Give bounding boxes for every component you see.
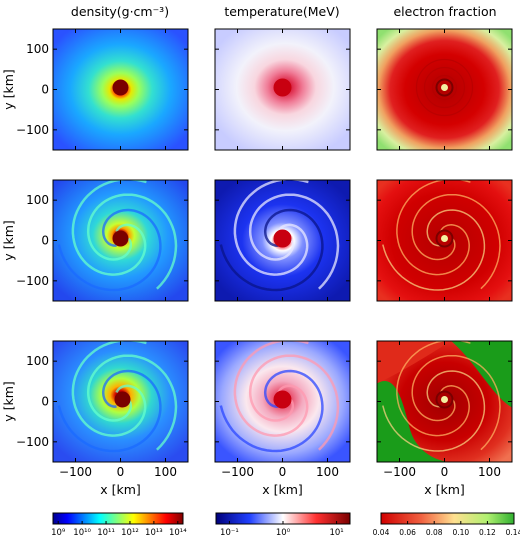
core (112, 79, 129, 96)
x-tick-label: 0 (279, 465, 287, 479)
colorbar-tick-label: 10¹⁰ (73, 528, 91, 538)
spiral-arm (71, 341, 147, 437)
colorbar-tick-label: 0.08 (426, 528, 443, 537)
panel-grid: −100 0 100 −100 0 100 −100 0 100 −100 0 100 −100 0 100… (16, 28, 513, 479)
core (441, 84, 448, 91)
ring (423, 66, 466, 109)
core (441, 396, 448, 403)
y-axis-label: y [km] (1, 381, 16, 422)
colorbar-tick-label: 0.14 (506, 528, 520, 537)
panel-electron-fraction-row-1 (376, 28, 513, 151)
colorbars: 10⁹ 10¹⁰ 10¹¹ 10¹² 10¹³ 10¹⁴ 10⁻¹ 10⁰ 10¹ 0.04 0.0… (51, 512, 520, 538)
spiral-arm (71, 180, 147, 276)
y-tick-label: 0 (41, 234, 49, 248)
colorbar-fill (380, 512, 515, 525)
core (273, 78, 292, 97)
colorbar-density: 10⁹ 10¹⁰ 10¹¹ 10¹² 10¹³ 10¹⁴ (51, 512, 187, 538)
spiral-arm (86, 193, 178, 290)
y-tick-label: 100 (26, 42, 49, 56)
y-tick-label: −100 (16, 435, 49, 449)
panel-electron-fraction-row-2 (376, 179, 513, 302)
colorbar-tick-label: 10¹² (121, 528, 139, 538)
spiral-arm (382, 370, 486, 452)
x-tick-label: 0 (441, 465, 449, 479)
colorbar-tick-label: 10¹¹ (97, 528, 115, 538)
spiral-arm (86, 354, 178, 451)
spiral-arm (57, 369, 162, 453)
x-axis-label: x [km] (262, 482, 303, 497)
ye-region-upper-left (377, 341, 452, 384)
spiral-arm (248, 193, 340, 290)
ring (431, 74, 458, 101)
x-tick-label: 0 (117, 465, 125, 479)
panel-temperature-row-1 (214, 28, 351, 151)
core-ring (435, 229, 454, 248)
colorbar-tick-label: 10⁰ (276, 528, 291, 538)
y-axis-label: y [km] (1, 69, 16, 110)
core (112, 230, 129, 247)
colorbar-electron-fraction: 0.04 0.06 0.08 0.10 0.12 0.14 (373, 512, 520, 537)
panel-electron-fraction-row-3: −100 0 100 (376, 340, 513, 479)
spiral-arm (219, 208, 324, 292)
panel-density-row-1: −100 0 100 (16, 28, 189, 151)
spiral-arm (411, 354, 501, 451)
y-tick-label: 0 (41, 83, 49, 97)
colorbar-tick-label: 10⁻¹ (220, 528, 239, 538)
panel-density-row-3: −100 0 100 −100 0 100 (16, 340, 189, 479)
core (114, 391, 131, 408)
spiral-arm (233, 341, 309, 437)
axis-labels: y [km] y [km] y [km] x [km] x [km] x [km] (1, 69, 465, 497)
column-title-temperature: temperature(MeV) (224, 4, 339, 19)
core (273, 229, 292, 248)
x-tick-label: 100 (478, 465, 501, 479)
spiral-arm (219, 369, 324, 453)
core-ring (435, 78, 454, 97)
core (273, 390, 292, 409)
spiral-arm (248, 354, 340, 451)
y-tick-label: 0 (41, 395, 49, 409)
colorbar-tick-label: 0.10 (452, 528, 469, 537)
y-tick-label: −100 (16, 123, 49, 137)
y-tick-label: −100 (16, 274, 49, 288)
core (441, 235, 448, 242)
x-tick-label: 100 (316, 465, 339, 479)
x-axis-label: x [km] (424, 482, 465, 497)
x-tick-label: −100 (383, 465, 416, 479)
colorbar-tick-label: 0.06 (399, 528, 416, 537)
high-ye-region-left (377, 380, 452, 462)
spiral-arm (382, 209, 486, 291)
spiral-arm (411, 193, 501, 290)
core-ring (435, 390, 454, 409)
x-tick-label: −100 (59, 465, 92, 479)
panel-temperature-row-3: −100 0 100 (214, 340, 351, 479)
y-tick-label: 100 (26, 354, 49, 368)
spiral-arm (57, 208, 162, 292)
panel-density-row-2: −100 0 100 (16, 179, 189, 302)
x-axis-label: x [km] (100, 482, 141, 497)
y-axis-label: y [km] (1, 220, 16, 261)
colorbar-tick-label: 0.12 (479, 528, 496, 537)
colorbar-tick-label: 10⁹ (51, 528, 66, 538)
column-title-electron-fraction: electron fraction (393, 4, 496, 19)
ring (415, 58, 474, 117)
y-tick-label: 100 (26, 193, 49, 207)
colorbar-tick-label: 10¹⁴ (169, 528, 187, 538)
colorbar-temperature: 10⁻¹ 10⁰ 10¹ (215, 512, 351, 538)
colorbar-tick-label: 10¹³ (145, 528, 163, 538)
colorbar-tick-label: 0.04 (373, 528, 390, 537)
panel-temperature-row-2 (214, 179, 351, 302)
spiral-arm (396, 180, 471, 276)
column-title-density: density(g·cm⁻³) (71, 4, 169, 19)
spiral-arm (396, 341, 471, 437)
x-tick-label: 100 (154, 465, 177, 479)
spiral-arm (233, 180, 309, 276)
colorbar-fill (52, 512, 184, 525)
colorbar-tick-label: 10¹ (329, 528, 343, 538)
x-tick-label: −100 (221, 465, 254, 479)
